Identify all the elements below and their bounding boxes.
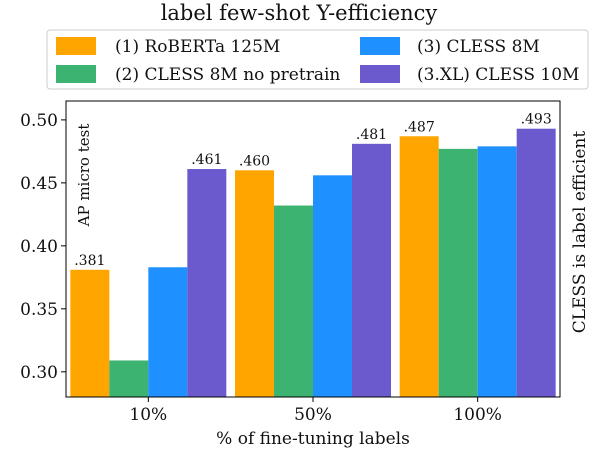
bar-value-label: .461 bbox=[191, 152, 222, 168]
x-tick-label: 50% bbox=[294, 405, 332, 425]
bar-4-2 bbox=[352, 143, 391, 397]
legend-swatch-3 bbox=[360, 37, 400, 55]
y-tick-label: 0.50 bbox=[20, 111, 58, 131]
x-axis: 10% 50% 100% bbox=[129, 397, 502, 425]
y-tick-label: 0.45 bbox=[20, 174, 58, 194]
legend-label-4: (3.XL) CLESS 10M bbox=[417, 65, 579, 85]
bar-value-label: .460 bbox=[239, 153, 270, 169]
bar-value-label: .481 bbox=[356, 127, 387, 143]
legend: (1) RoBERTa 125M (2) CLESS 8M no pretrai… bbox=[46, 29, 589, 90]
bar-3-1 bbox=[148, 267, 188, 397]
bar-2-1 bbox=[109, 360, 149, 397]
bars bbox=[70, 128, 556, 398]
legend-frame bbox=[46, 29, 589, 90]
bar-1-2 bbox=[235, 170, 274, 397]
legend-label-3: (3) CLESS 8M bbox=[417, 37, 540, 57]
bar-4-1 bbox=[187, 169, 227, 397]
plot-frame bbox=[65, 100, 561, 398]
bar-value-label: .381 bbox=[74, 253, 105, 269]
x-axis-label: % of fine-tuning labels bbox=[216, 429, 410, 449]
y-tick-label: 0.40 bbox=[20, 237, 58, 257]
bar-1-1 bbox=[70, 269, 110, 397]
chart-title: label few-shot Y-efficiency bbox=[161, 1, 438, 25]
legend-label-1: (1) RoBERTa 125M bbox=[115, 37, 280, 57]
bar-4-3 bbox=[516, 128, 556, 397]
right-annotation: CLESS is label efficient bbox=[570, 131, 590, 334]
bar-3-2 bbox=[313, 175, 352, 397]
legend-swatch-4 bbox=[360, 65, 400, 83]
legend-swatch-2 bbox=[56, 65, 96, 83]
legend-label-2: (2) CLESS 8M no pretrain bbox=[115, 65, 340, 85]
bar-value-label: .493 bbox=[521, 112, 552, 128]
y-tick-label: 0.30 bbox=[20, 363, 58, 383]
y-axis-label: AP micro test bbox=[75, 124, 93, 228]
bar-labels: .381 .461 .460 .481 .487 .493 bbox=[74, 112, 552, 269]
x-tick-label: 10% bbox=[129, 405, 167, 425]
y-tick-label: 0.35 bbox=[20, 300, 58, 320]
y-axis: 0.30 0.35 0.40 0.45 0.50 bbox=[20, 111, 66, 383]
x-tick-label: 100% bbox=[453, 405, 502, 425]
bar-2-2 bbox=[274, 205, 313, 397]
bar-value-label: .487 bbox=[404, 119, 435, 135]
bar-2-3 bbox=[438, 148, 478, 397]
bar-1-3 bbox=[399, 136, 439, 398]
legend-swatch-1 bbox=[56, 37, 96, 55]
bar-3-3 bbox=[477, 146, 517, 397]
